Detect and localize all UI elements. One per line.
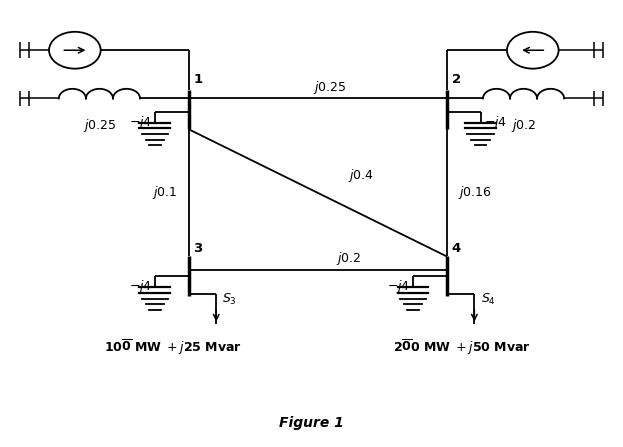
Text: Figure 1: Figure 1 bbox=[279, 416, 344, 430]
Text: $S_3$: $S_3$ bbox=[222, 292, 237, 308]
Text: $j0.2$: $j0.2$ bbox=[336, 250, 361, 267]
Text: 1: 1 bbox=[194, 73, 202, 86]
Text: 4: 4 bbox=[452, 242, 461, 255]
Text: $S_4$: $S_4$ bbox=[480, 292, 495, 308]
Text: $\mathbf{2\overline{0}0}\ \mathbf{MW}\ +j\mathbf{50}\ \mathbf{Mvar}$: $\mathbf{2\overline{0}0}\ \mathbf{MW}\ +… bbox=[393, 337, 531, 357]
Text: $j0.1$: $j0.1$ bbox=[152, 184, 178, 201]
Text: $j0.25$: $j0.25$ bbox=[313, 79, 346, 96]
Text: $j0.4$: $j0.4$ bbox=[348, 167, 374, 184]
Text: $j0.16$: $j0.16$ bbox=[458, 184, 492, 201]
Text: 3: 3 bbox=[194, 242, 202, 255]
Text: $-j4$: $-j4$ bbox=[128, 278, 151, 295]
Text: $-j4$: $-j4$ bbox=[128, 114, 151, 131]
Text: 2: 2 bbox=[452, 73, 461, 86]
Text: $\mathbf{10\overline{0}}\ \mathbf{MW}\ +j\mathbf{25}\ \mathbf{Mvar}$: $\mathbf{10\overline{0}}\ \mathbf{MW}\ +… bbox=[104, 337, 242, 357]
Text: $-j4$: $-j4$ bbox=[387, 278, 410, 295]
Text: $-j4$: $-j4$ bbox=[483, 114, 506, 131]
Text: $j0.2$: $j0.2$ bbox=[511, 117, 536, 134]
Text: $j0.25$: $j0.25$ bbox=[83, 117, 116, 134]
